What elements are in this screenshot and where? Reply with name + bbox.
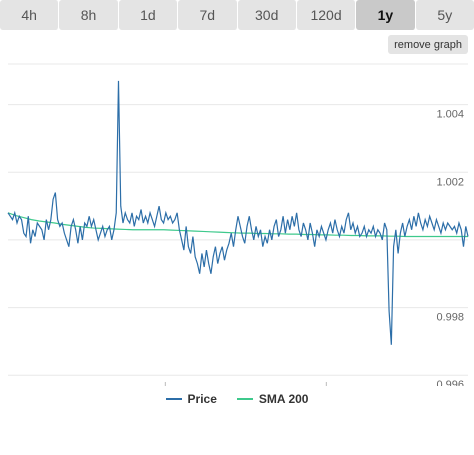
legend-item-sma[interactable]: SMA 200 xyxy=(236,392,309,406)
tab-1d[interactable]: 1d xyxy=(118,0,179,30)
sma-swatch-icon xyxy=(236,398,253,400)
tab-30d[interactable]: 30d xyxy=(237,0,297,30)
y-axis-ticks: 1.004 1.002 0.998 0.996 xyxy=(436,109,464,386)
legend-label-sma: SMA 200 xyxy=(258,392,309,406)
tab-7d[interactable]: 7d xyxy=(178,0,238,30)
price-chart: 1.004 1.002 0.998 0.996 Jul '25Oct '25 xyxy=(7,63,469,386)
y-tick-label: 1.002 xyxy=(436,176,464,188)
price-swatch-icon xyxy=(165,398,182,400)
tab-5y[interactable]: 5y xyxy=(415,0,474,30)
y-tick-label: 0.998 xyxy=(436,312,464,324)
legend-label-price: Price xyxy=(187,392,217,406)
y-tick-label: 1.004 xyxy=(436,109,464,121)
tab-8h[interactable]: 8h xyxy=(59,0,119,30)
tab-1y[interactable]: 1y xyxy=(356,0,416,30)
grid-lines xyxy=(8,63,468,376)
timeframe-tabs: 4h 8h 1d 7d 30d 120d 1y 5y xyxy=(0,0,474,30)
price-series-line xyxy=(7,80,469,345)
remove-graph-button[interactable]: remove graph xyxy=(388,35,468,54)
x-axis-ticks: Jul '25Oct '25 xyxy=(164,382,327,386)
legend-item-price[interactable]: Price xyxy=(165,392,217,406)
tab-4h[interactable]: 4h xyxy=(0,0,60,30)
tab-120d[interactable]: 120d xyxy=(296,0,357,30)
y-tick-label: 0.996 xyxy=(436,379,464,386)
chart-legend: Price SMA 200 xyxy=(0,392,474,406)
